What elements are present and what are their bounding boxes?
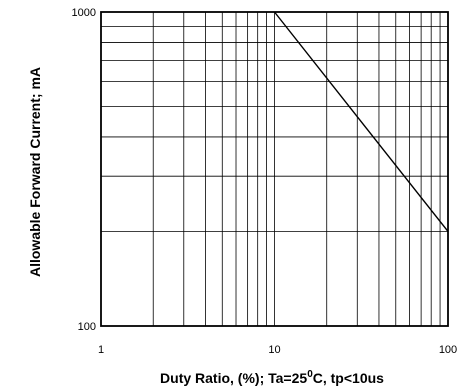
series-line — [273, 11, 449, 232]
x-tick-label: 10 — [268, 344, 280, 356]
y-tick-labels: 100 1000 — [72, 7, 96, 333]
x-tick-label: 1 — [98, 344, 104, 356]
x-tick-labels: 1 10 100 — [98, 344, 457, 356]
y-axis-label: Allowable Forward Current; mA — [27, 67, 43, 277]
grid-lines — [100, 12, 448, 327]
y-tick-label: 100 — [78, 321, 96, 333]
y-tick-label: 1000 — [72, 7, 96, 19]
series-group — [273, 11, 449, 232]
x-axis-label: Duty Ratio, (%); Ta=250C, tp<10us — [160, 369, 384, 386]
x-tick-label: 100 — [439, 344, 457, 356]
